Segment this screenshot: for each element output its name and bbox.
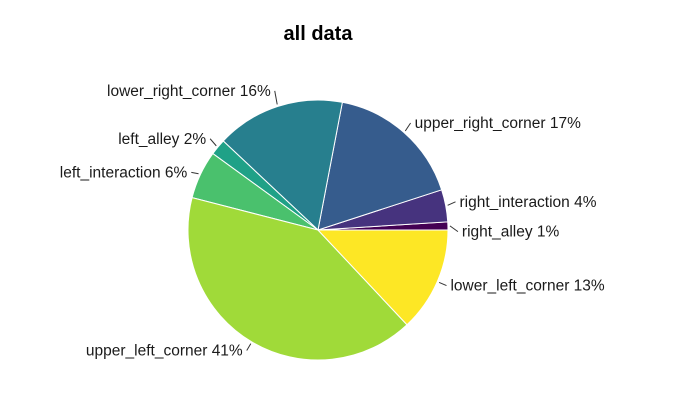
leader-line-right-alley [449, 225, 459, 233]
pie-slice-lower-left-corner [316, 229, 449, 326]
pie-slice-lower-right-corner [222, 99, 343, 231]
slice-label-upper-right-corner: upper_right_corner 17% [415, 115, 582, 132]
slice-labels: right_alley 1% right_interaction 4% upper_… [60, 83, 605, 360]
slice-label-left-interaction: left_interaction 6% [60, 164, 188, 181]
leader-line-right-interaction [447, 201, 456, 206]
slice-label-lower-left-corner: lower_left_corner 13% [450, 278, 604, 295]
slice-label-right-interaction: right_interaction 4% [460, 194, 597, 211]
pie-slice-upper-left-corner [187, 197, 408, 361]
chart-title: all data [284, 23, 354, 45]
leader-line-upper-right-corner [404, 122, 411, 132]
label-leader-lines [191, 90, 459, 351]
leader-line-left-alley [209, 138, 217, 147]
slice-label-lower-right-corner: lower_right_corner 16% [107, 83, 271, 100]
slice-label-left-alley: left_alley 2% [118, 131, 206, 148]
pie-slices [187, 99, 449, 361]
pie-slice-upper-right-corner [317, 101, 443, 231]
leader-line-upper-left-corner [246, 343, 252, 351]
leader-line-left-interaction [191, 171, 199, 175]
leader-line-lower-left-corner [438, 281, 447, 287]
slice-label-right-alley: right_alley 1% [462, 224, 560, 241]
slice-label-upper-left-corner: upper_left_corner 41% [86, 343, 243, 360]
leader-line-lower-right-corner [274, 90, 278, 105]
